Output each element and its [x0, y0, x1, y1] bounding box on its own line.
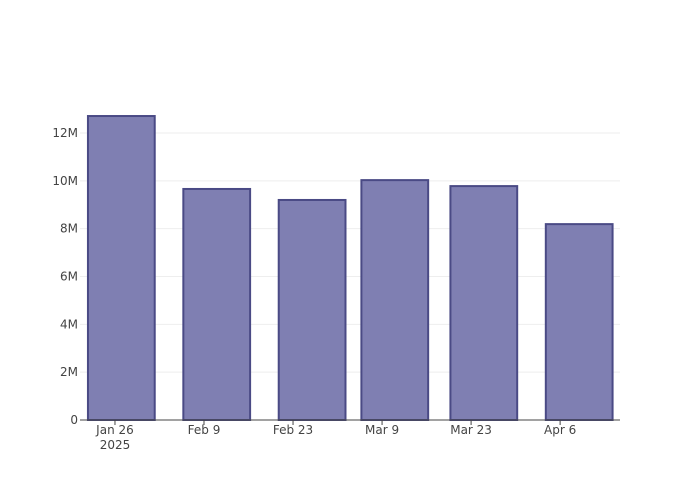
bar [277, 198, 347, 421]
y-tick-label: 0 [70, 413, 78, 427]
y-tick-label: 8M [60, 222, 78, 236]
x-tick-label: Feb 23 [273, 423, 313, 437]
x-tick-label: Feb 9 [188, 423, 221, 437]
x-tick-year: 2025 [100, 438, 131, 452]
bar [544, 223, 614, 421]
y-tick-label: 6M [60, 270, 78, 284]
x-tick-label: Mar 23 [450, 423, 492, 437]
bar [86, 115, 156, 421]
x-tick-label: Mar 9 [365, 423, 399, 437]
y-tick-label: 12M [52, 126, 78, 140]
y-tick-label: 2M [60, 365, 78, 379]
y-tick-label: 10M [52, 174, 78, 188]
y-tick-label: 4M [60, 317, 78, 331]
bar [449, 185, 519, 421]
bar [360, 179, 430, 421]
x-tick-label: Apr 6 [544, 423, 576, 437]
bar [182, 187, 252, 421]
x-tick-label: Jan 26 [95, 423, 134, 437]
